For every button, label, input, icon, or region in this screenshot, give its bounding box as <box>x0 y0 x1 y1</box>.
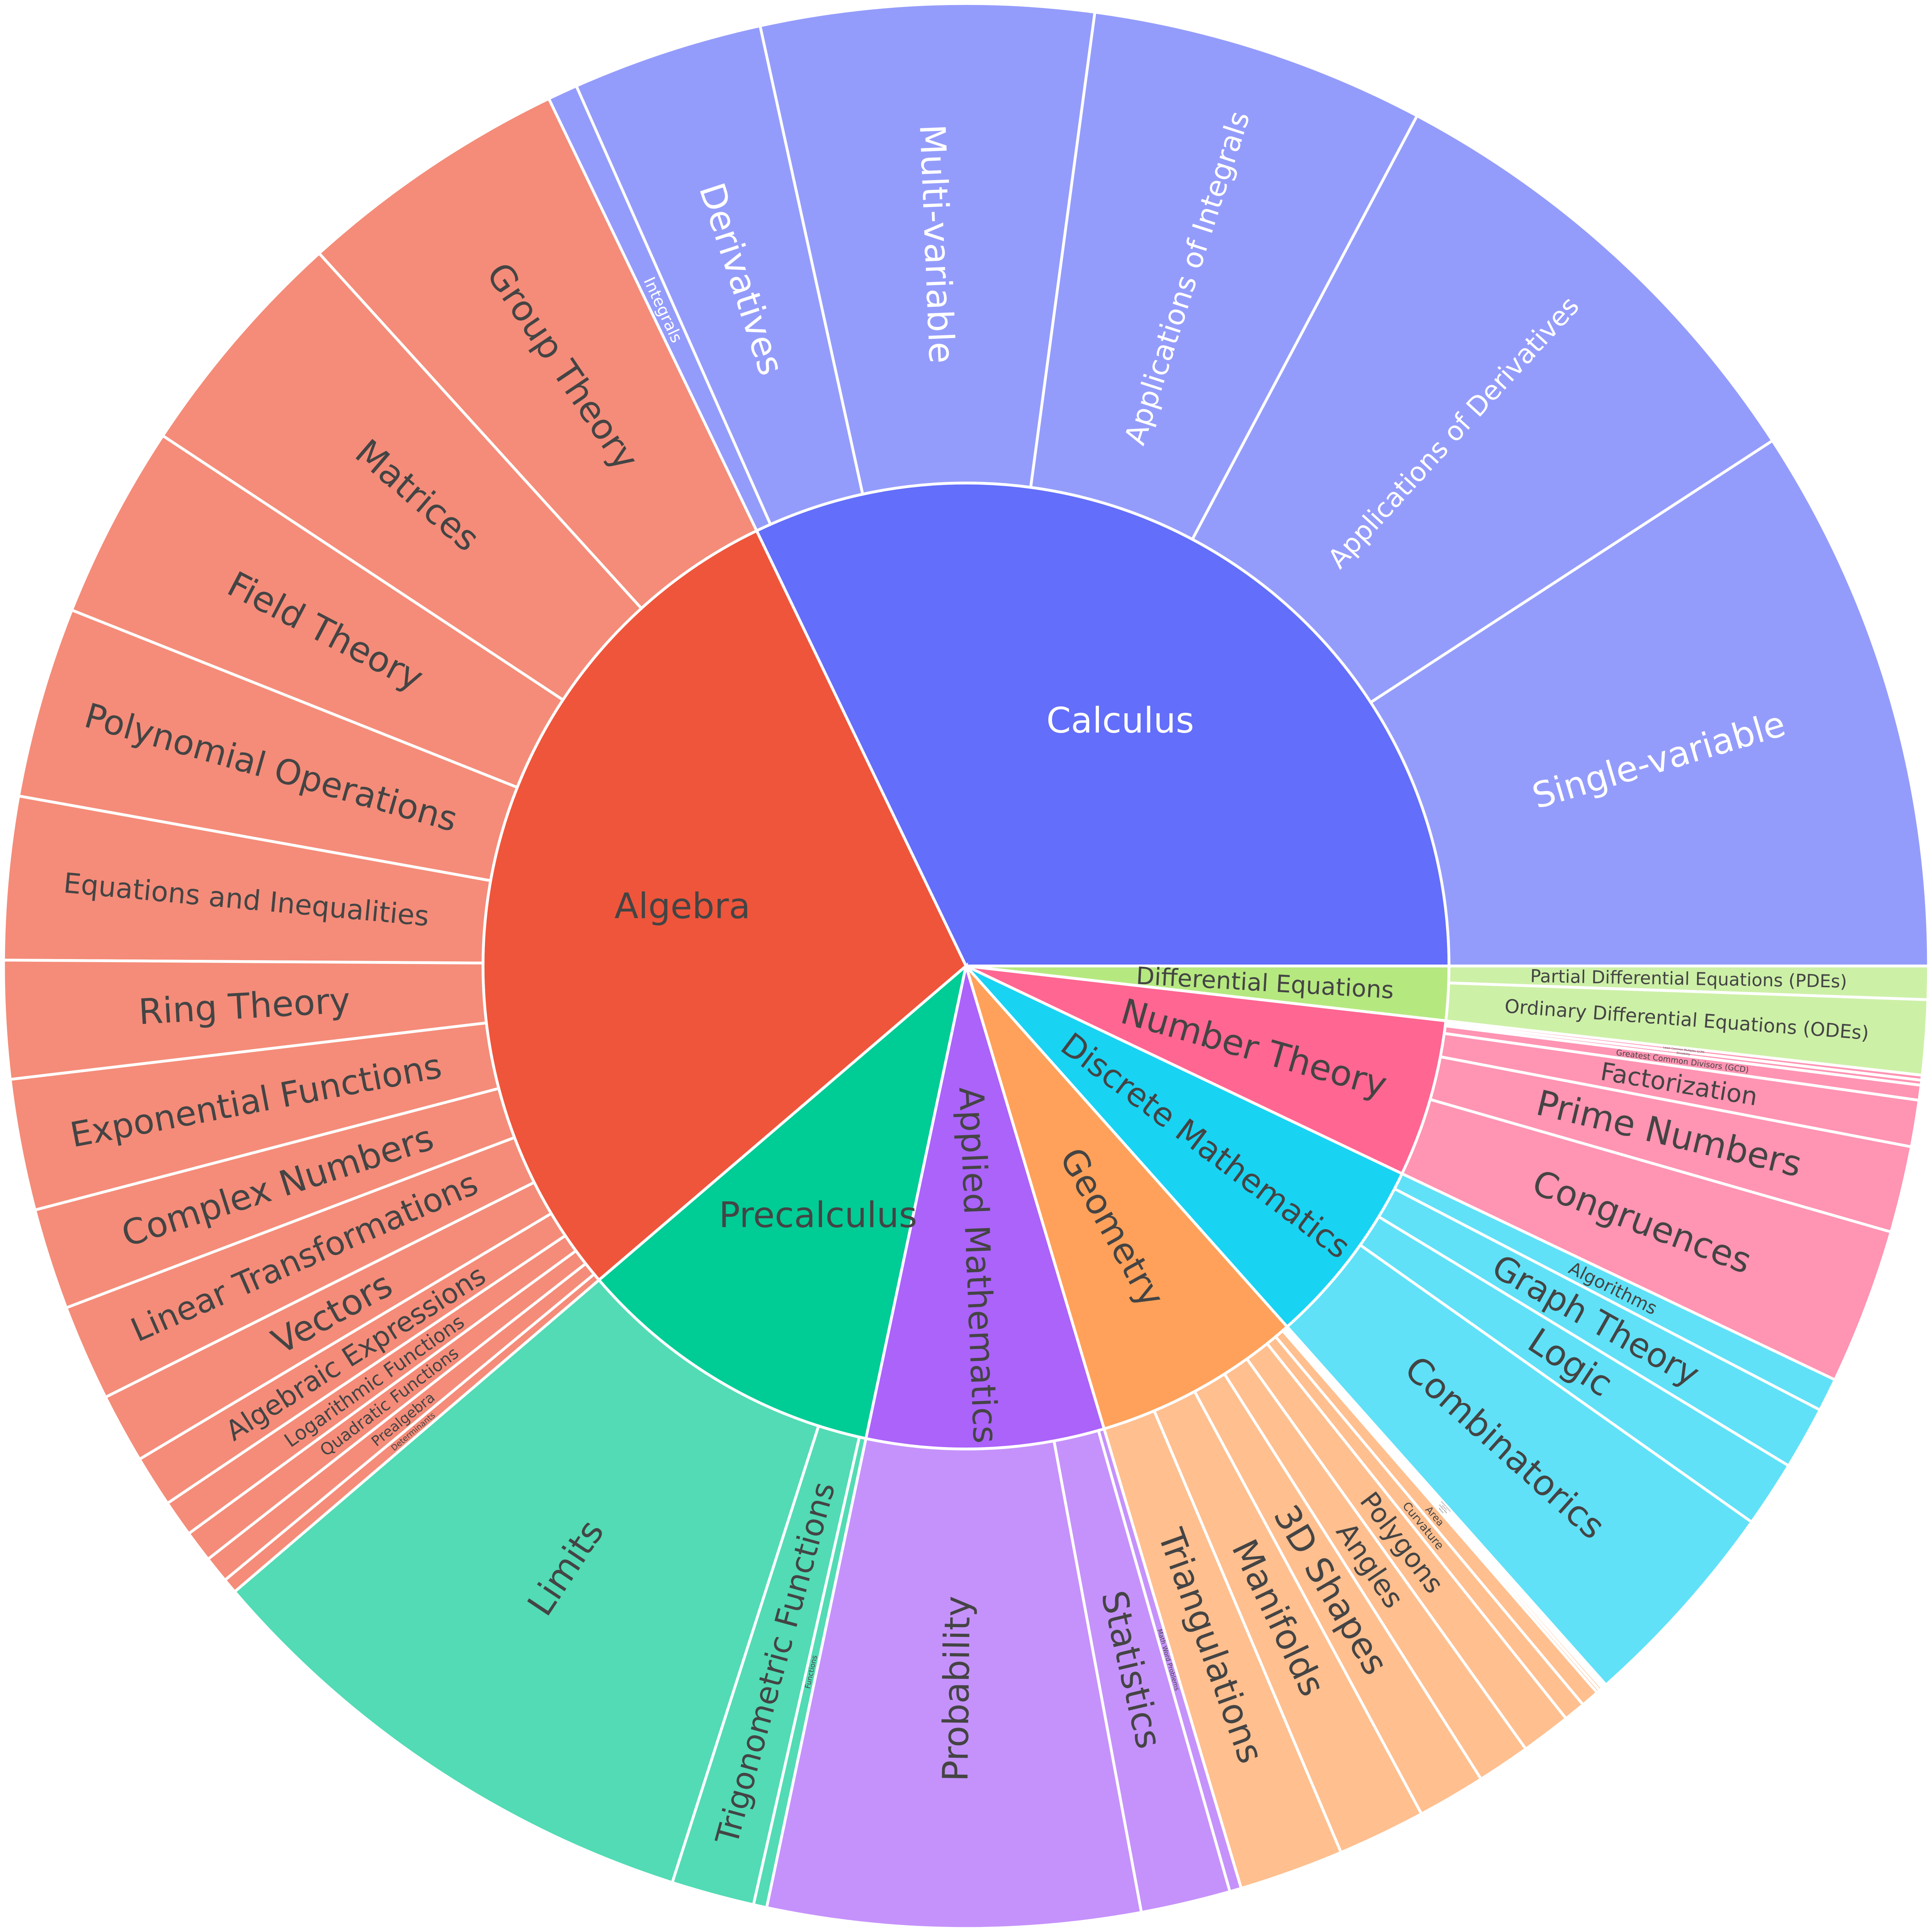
segment-algebra-group-theory[interactable] <box>317 97 759 611</box>
label-calculus: Calculus <box>1046 701 1194 741</box>
label-applied-mathematics-probability: Probability <box>935 1595 978 1782</box>
segment-calculus-multi-variable[interactable] <box>758 2 1097 496</box>
segment-calculus-applications-of-integrals[interactable] <box>1029 10 1419 541</box>
segment-applied-mathematics-probability[interactable] <box>765 1437 1143 1930</box>
label-calculus-multi-variable: Multi-variable <box>912 124 962 364</box>
segment-calculus-applications-of-derivatives[interactable] <box>1190 114 1775 704</box>
label-algebra: Algebra <box>614 886 750 927</box>
segment-calculus-single-variable[interactable] <box>1369 439 1930 968</box>
segment-differential-equations-partial-differential-equations-pdes[interactable] <box>1447 964 1930 1001</box>
segment-precalculus-limits[interactable] <box>233 1278 821 1884</box>
label-precalculus: Precalculus <box>719 1195 917 1235</box>
